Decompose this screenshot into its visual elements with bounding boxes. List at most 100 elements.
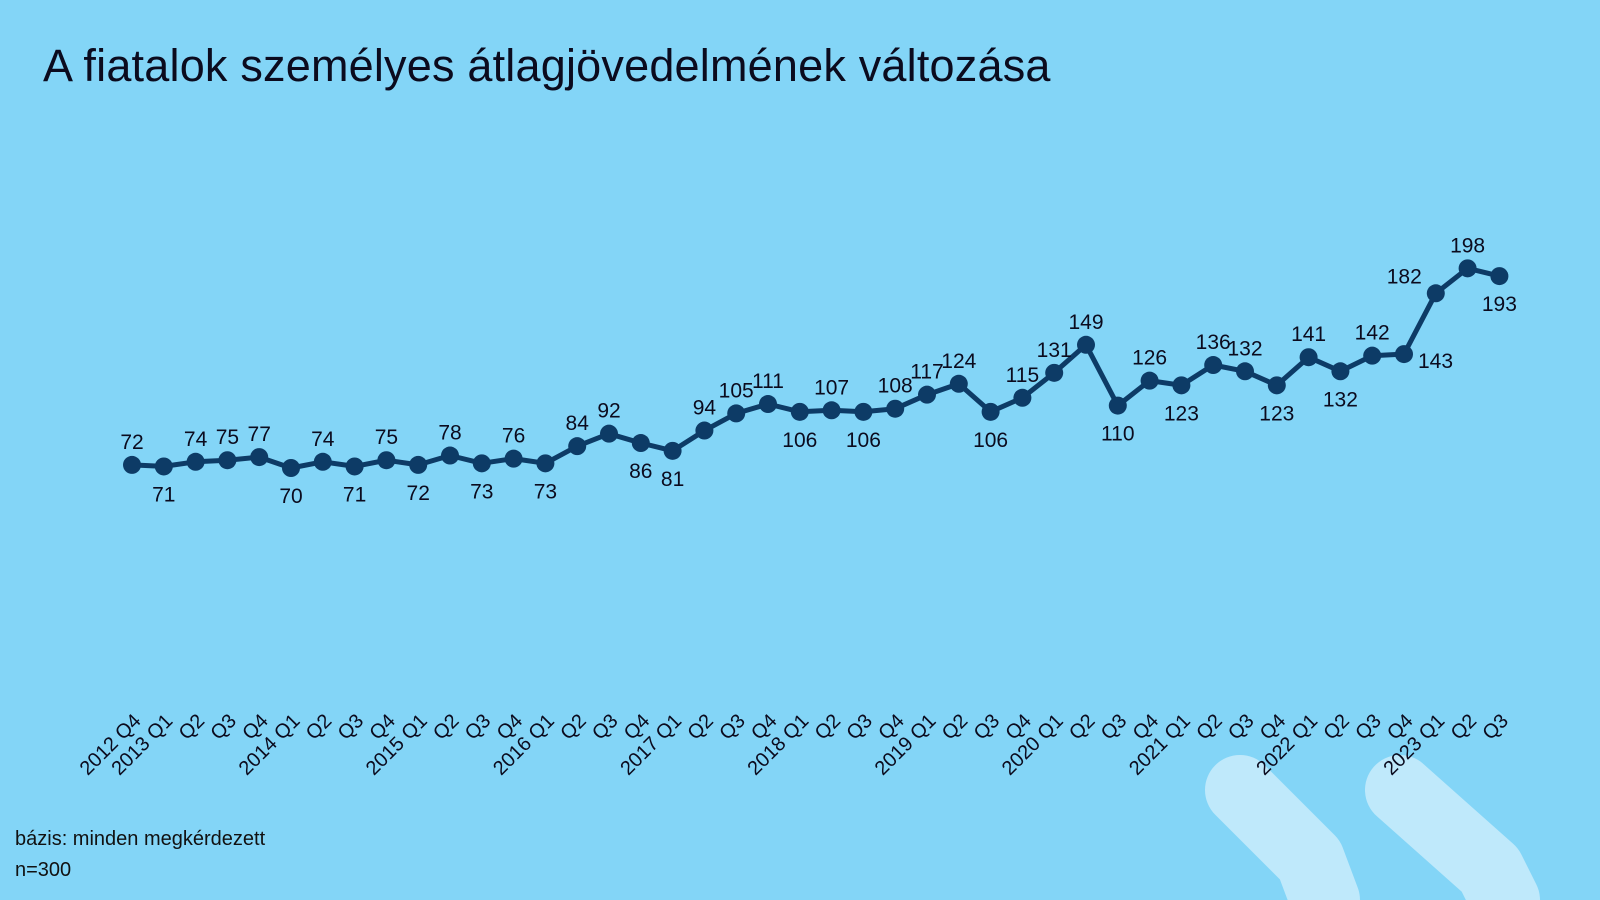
data-label: 105: [719, 379, 754, 402]
chevron-shape-right: [1365, 755, 1540, 900]
data-label: 111: [752, 370, 784, 393]
data-label: 110: [1101, 423, 1134, 446]
data-label: 77: [248, 423, 271, 446]
data-point: [1395, 345, 1413, 364]
data-label: 132: [1227, 337, 1262, 360]
data-point: [250, 448, 269, 467]
x-tick-label: 2021 Q1: [1125, 710, 1195, 780]
data-label: 124: [941, 350, 976, 373]
data-label: 94: [693, 397, 717, 420]
chevron-shape-left: [1205, 755, 1360, 900]
data-point: [1140, 371, 1159, 390]
data-label: 78: [438, 422, 461, 445]
x-tick-label: Q3: [461, 710, 495, 744]
x-tick-label: Q3: [588, 710, 622, 744]
x-tick-label: Q3: [1479, 710, 1513, 744]
data-point: [790, 402, 809, 421]
data-label: 106: [973, 429, 1008, 452]
x-tick-label: 2022 Q1: [1252, 710, 1322, 780]
data-label: 132: [1323, 388, 1358, 411]
data-label: 70: [279, 485, 302, 508]
data-label: 74: [311, 428, 335, 451]
data-label: 131: [1037, 339, 1072, 362]
x-tick-label: Q3: [843, 710, 877, 744]
data-label: 73: [470, 480, 493, 503]
data-point: [631, 434, 650, 453]
x-tick-label: Q3: [207, 710, 241, 744]
x-tick-label: Q3: [1097, 710, 1131, 744]
data-label: 72: [120, 431, 143, 454]
data-label: 108: [878, 375, 913, 398]
data-point: [1172, 376, 1191, 395]
data-point: [1331, 362, 1350, 381]
data-label: 123: [1259, 402, 1294, 425]
data-point: [441, 446, 459, 465]
data-point: [313, 452, 332, 471]
data-point: [663, 441, 682, 460]
x-tick-label: 2019 Q1: [871, 710, 941, 780]
data-label: 126: [1132, 347, 1167, 370]
data-label: 75: [216, 426, 239, 449]
data-point: [918, 385, 936, 404]
data-point: [1299, 348, 1318, 367]
x-tick-label: Q3: [1224, 710, 1258, 744]
data-label: 106: [846, 429, 881, 452]
data-point: [759, 395, 777, 414]
data-label: 143: [1418, 350, 1453, 373]
x-tick-label: 2015 Q1: [362, 710, 432, 780]
data-point: [123, 455, 141, 474]
x-tick-label: 2023 Q1: [1380, 710, 1450, 780]
data-label: 71: [343, 483, 366, 506]
x-tick-label: Q2: [1192, 710, 1226, 744]
data-point: [568, 437, 587, 456]
chart-title: A fiatalok személyes átlagjövedelmének v…: [43, 40, 1051, 91]
data-label: 115: [1006, 364, 1039, 387]
x-tick-label: Q2: [811, 710, 845, 744]
data-point: [1077, 335, 1095, 354]
data-point: [1490, 267, 1509, 286]
data-point: [377, 451, 396, 470]
data-point: [1363, 346, 1382, 365]
data-label: 71: [152, 483, 175, 506]
data-point: [1236, 362, 1254, 381]
x-tick-label: Q3: [1351, 710, 1385, 744]
x-tick-label: Q2: [556, 710, 590, 744]
data-label: 107: [814, 376, 849, 399]
x-tick-label: 2017 Q1: [616, 710, 686, 780]
x-tick-label: 2018 Q1: [744, 710, 814, 780]
data-point: [695, 421, 714, 440]
data-point: [822, 401, 841, 420]
data-point: [409, 455, 428, 474]
x-tick-label: Q2: [429, 710, 463, 744]
data-point: [1045, 363, 1064, 382]
data-point: [981, 402, 1000, 421]
x-tick-label: Q3: [334, 710, 368, 744]
data-point: [282, 459, 300, 477]
data-point: [345, 457, 364, 476]
data-point: [218, 451, 237, 470]
x-tick-label: Q2: [175, 710, 209, 744]
data-label: 84: [566, 412, 590, 435]
data-label: 74: [184, 428, 208, 451]
data-point: [727, 404, 746, 423]
data-label: 149: [1068, 311, 1103, 334]
x-tick-label: Q2: [938, 710, 972, 744]
data-point: [186, 452, 205, 471]
x-tick-label: Q2: [1320, 710, 1354, 744]
x-tick-label: Q2: [1065, 710, 1099, 744]
x-tick-label: 2020 Q1: [998, 710, 1068, 780]
x-tick-label: Q3: [715, 710, 749, 744]
footnote-base: bázis: minden megkérdezett: [15, 828, 266, 850]
data-label: 198: [1450, 234, 1485, 257]
data-label: 141: [1291, 323, 1326, 346]
x-tick-label: Q3: [970, 710, 1004, 744]
x-tick-label: 2016 Q1: [489, 710, 559, 780]
data-label: 106: [782, 429, 817, 452]
data-label: 117: [910, 361, 943, 384]
data-label: 73: [534, 480, 557, 503]
data-point: [504, 449, 523, 468]
